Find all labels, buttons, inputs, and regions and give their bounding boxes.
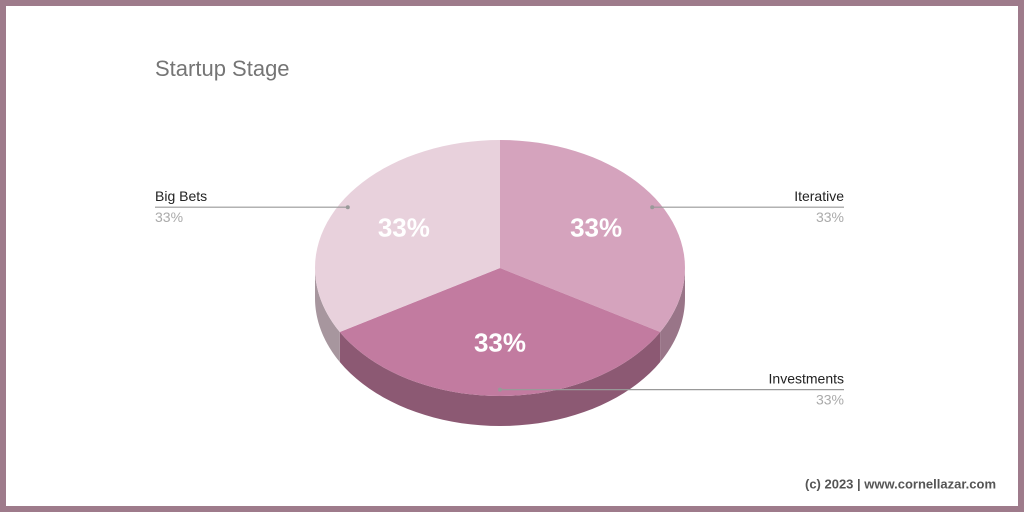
pie-slice xyxy=(315,140,500,332)
chart-title: Startup Stage xyxy=(155,56,290,81)
slice-label: 33% xyxy=(570,212,622,242)
legend-value: 33% xyxy=(816,391,844,407)
legend-label: Iterative xyxy=(794,188,844,204)
leader-dot xyxy=(498,387,502,392)
pie-slice xyxy=(500,140,685,332)
legend-value: 33% xyxy=(155,209,183,225)
pie-side xyxy=(660,268,685,362)
slice-label: 33% xyxy=(474,328,526,358)
leader-dot xyxy=(345,205,350,210)
legend-label: Investments xyxy=(769,370,844,386)
legend-label: Big Bets xyxy=(155,188,207,204)
pie-slice xyxy=(339,268,661,396)
footer: (c) 2023 | www.cornellazar.com xyxy=(805,476,996,491)
pie-side xyxy=(315,268,340,362)
leader-dot xyxy=(650,205,655,210)
slice-label: 33% xyxy=(378,212,430,242)
legend-value: 33% xyxy=(816,209,844,225)
pie-side xyxy=(339,332,661,426)
